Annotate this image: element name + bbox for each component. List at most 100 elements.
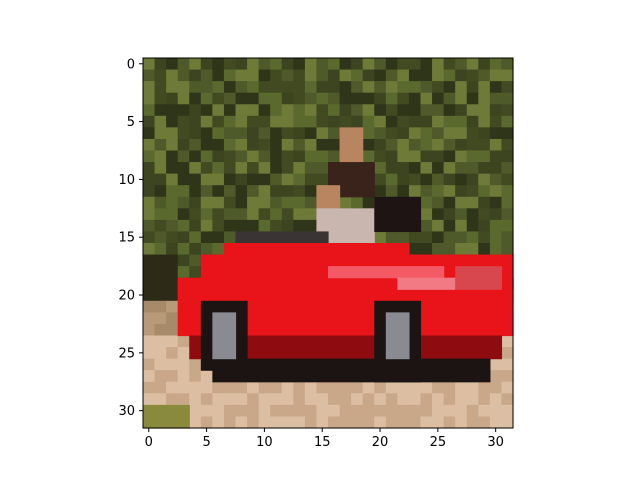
image-pixel: [270, 196, 283, 209]
image-pixel: [154, 358, 167, 371]
image-pixel: [420, 150, 433, 163]
image-pixel: [478, 69, 491, 82]
image-pixel: [374, 231, 387, 244]
image-pixel: [166, 69, 179, 82]
image-pixel: [432, 127, 445, 140]
image-pixel: [466, 208, 479, 221]
image-pixel: [362, 404, 375, 418]
image-pixel: [293, 219, 306, 233]
image-pixel: [270, 58, 283, 71]
image-pixel: [247, 81, 260, 94]
image-pixel: [455, 243, 468, 256]
image-pixel: [247, 381, 260, 394]
image-pixel: [247, 92, 260, 105]
image-pixel: [200, 173, 213, 186]
image-pixel: [235, 416, 248, 429]
image-pixel: [270, 208, 283, 221]
image-pixel: [200, 138, 213, 152]
image-pixel: [154, 381, 167, 394]
image-pixel: [200, 115, 213, 128]
image-pixel: [316, 69, 329, 82]
image-pixel: [304, 173, 318, 186]
image-pixel: [455, 58, 468, 71]
image-pixel: [455, 127, 468, 140]
image-pixel: [235, 81, 248, 94]
image-pixel: [223, 173, 237, 186]
image-pixel: [235, 173, 248, 186]
image-pixel: [177, 358, 190, 371]
image-pixel: [420, 393, 433, 406]
image-pixel: [501, 358, 514, 371]
image-pixel: [154, 323, 167, 337]
image-pixel: [189, 127, 202, 140]
image-pixel: [212, 393, 225, 406]
image-pixel: [385, 138, 398, 152]
image-pixel: [200, 381, 213, 394]
image-pixel: [154, 150, 167, 163]
image-pixel: [212, 173, 225, 186]
image-pixel: [293, 138, 306, 152]
image-pixel: [154, 231, 167, 244]
image-pixel: [143, 323, 156, 337]
image-pixel: [258, 173, 271, 186]
image-pixel: [501, 231, 514, 244]
image-pixel: [200, 196, 213, 209]
image-pixel: [293, 69, 306, 82]
image-pixel: [489, 358, 503, 371]
image-pixel: [235, 104, 248, 117]
image-pixel: [281, 196, 294, 209]
image-pixel: [166, 196, 179, 209]
image-pixel: [270, 219, 283, 233]
y-tick-label: 30: [118, 404, 135, 419]
image-pixel: [316, 127, 329, 140]
image-pixel: [397, 231, 410, 244]
image-pixel: [397, 416, 410, 429]
image-pixel: [247, 393, 260, 406]
image-pixel: [339, 196, 352, 209]
image-pixel: [501, 335, 514, 348]
image-pixel: [177, 381, 190, 394]
image-pixel: [316, 150, 329, 163]
image-pixel: [455, 162, 468, 175]
image-pixel: [200, 104, 213, 117]
image-pixel: [420, 115, 433, 128]
image-pixel: [408, 150, 422, 163]
image-pixel: [235, 150, 248, 163]
image-pixel: [177, 393, 190, 406]
image-pixel: [189, 393, 202, 406]
image-pixel: [351, 416, 364, 429]
image-pixel: [420, 381, 433, 394]
image-pixel: [466, 231, 479, 244]
image-pixel: [177, 266, 190, 279]
image-pixel: [432, 173, 445, 186]
image-pixel: [200, 208, 213, 221]
image-pixel: [374, 196, 422, 233]
image-pixel: [455, 138, 468, 152]
image-pixel: [478, 162, 491, 175]
image-pixel: [443, 185, 456, 198]
image-pixel: [339, 127, 364, 163]
image-pixel: [235, 208, 248, 221]
image-pixel: [420, 58, 433, 71]
image-pixel: [212, 312, 237, 360]
image-pixel: [408, 381, 422, 394]
image-pixel: [304, 219, 318, 233]
image-pixel: [328, 92, 341, 105]
image-pixel: [443, 162, 456, 175]
image-pixel: [258, 185, 271, 198]
image-pixel: [200, 69, 213, 82]
image-pixel: [432, 138, 445, 152]
image-pixel: [466, 69, 479, 82]
image-pixel: [189, 335, 503, 360]
image-pixel: [189, 231, 202, 244]
image-pixel: [432, 404, 445, 418]
x-tick-label: 20: [372, 435, 389, 450]
image-pixel: [143, 266, 156, 279]
image-pixel: [223, 231, 237, 244]
image-pixel: [466, 81, 479, 94]
image-pixel: [293, 127, 306, 140]
image-pixel: [177, 208, 190, 221]
image-pixel: [374, 404, 387, 418]
image-pixel: [304, 393, 318, 406]
image-pixel: [281, 208, 294, 221]
